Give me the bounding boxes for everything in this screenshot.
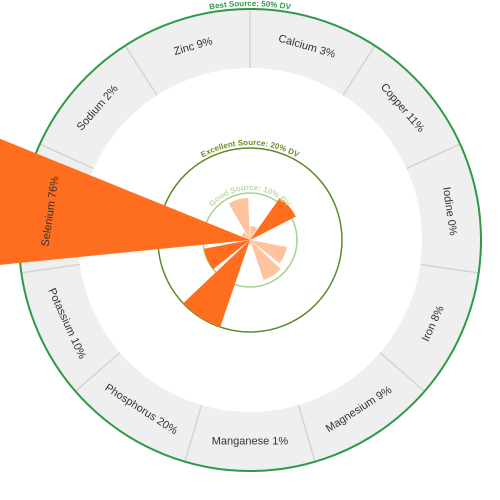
band-divider	[297, 404, 316, 462]
band-divider	[379, 352, 426, 392]
bars	[0, 138, 296, 328]
bar-calcium	[250, 225, 258, 240]
bar-phosphorus	[183, 240, 250, 328]
threshold-label-20: Excellent Source: 20% DV	[199, 138, 301, 160]
band-divider	[420, 263, 479, 274]
bar-manganese	[248, 240, 252, 245]
band-divider	[74, 352, 121, 392]
bar-sodium	[241, 232, 250, 240]
band-divider	[21, 263, 80, 274]
threshold-label-50: Best Source: 50% DV	[209, 0, 293, 12]
band-divider	[184, 404, 203, 462]
bar-selenium	[0, 138, 250, 265]
band-divider	[39, 143, 94, 170]
bar-iron	[250, 240, 287, 264]
label-manganese: Manganese 1%	[212, 436, 289, 448]
bar-zinc	[228, 197, 250, 240]
band-divider	[342, 45, 376, 96]
bar-magnesium	[250, 240, 281, 281]
band-divider	[406, 143, 461, 170]
bar-potassium	[203, 240, 250, 270]
band-divider	[124, 45, 158, 96]
bar-copper	[250, 197, 296, 240]
